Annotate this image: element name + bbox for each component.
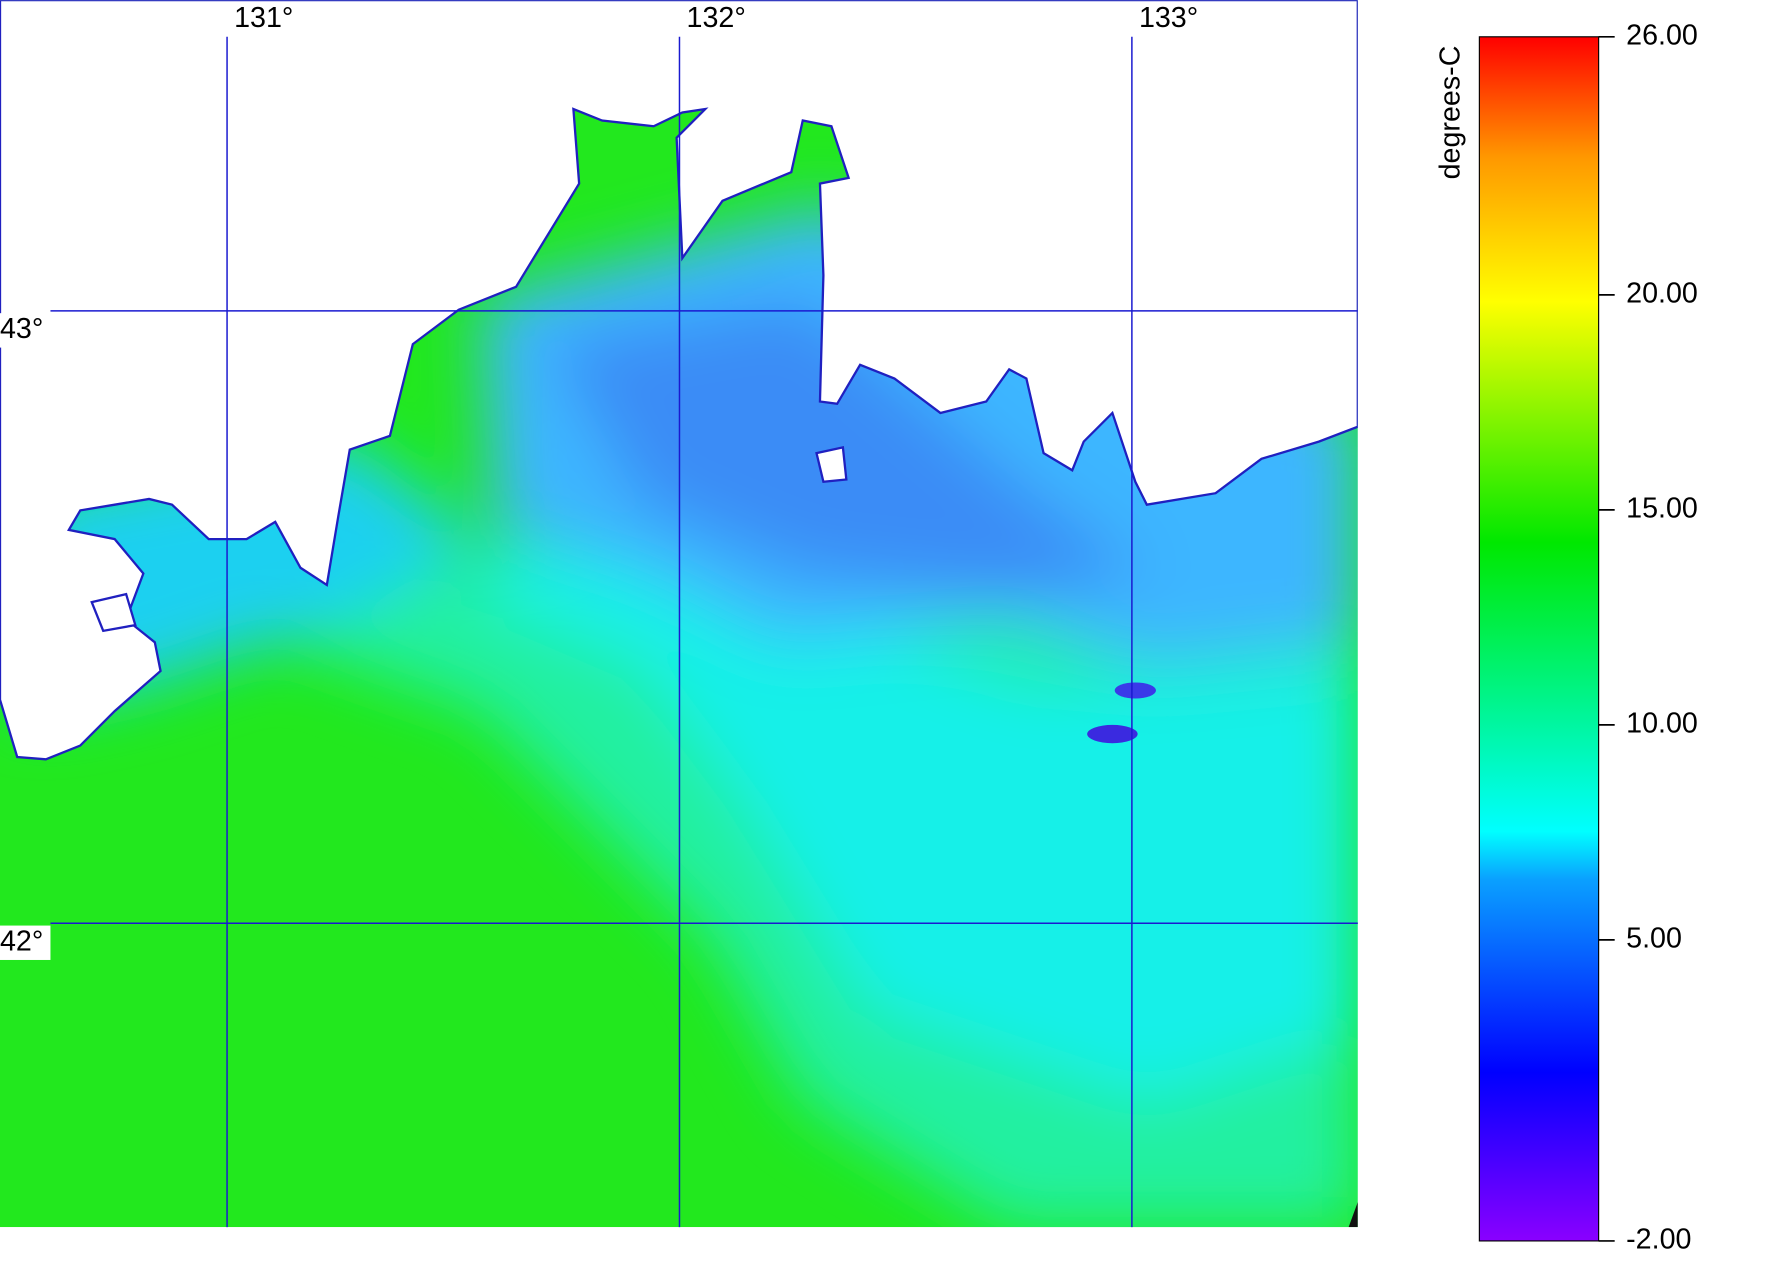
colorbar-tick-label: 26.00 — [1626, 19, 1698, 51]
lon-label: 132° — [687, 2, 746, 34]
colorbar-range — [1478, 36, 1600, 1242]
colorbar-title: degrees-C — [1434, 46, 1466, 180]
sea-temperature-field — [22, 206, 1358, 1228]
lat-label: 43° — [0, 313, 43, 345]
lat-label-bg — [0, 925, 51, 960]
graticule: 131° 132° 133° 43° 42° — [0, 2, 1358, 1228]
island — [90, 592, 137, 633]
colorbar-tick-label: -2.00 — [1626, 1224, 1691, 1256]
cold-spot — [1114, 682, 1156, 699]
no-data — [1348, 1201, 1358, 1228]
lat-label-bg — [0, 313, 51, 348]
lon-label: 133° — [1139, 2, 1198, 34]
island — [815, 445, 848, 483]
colorbar-ticks: 26.00 20.00 15.00 10.00 5.00 -2.00 — [1478, 19, 1698, 1256]
lon-label: 131° — [234, 2, 293, 34]
colorbar-tick-label: 5.00 — [1626, 922, 1682, 954]
colorbar-tick-label: 15.00 — [1626, 492, 1698, 524]
lat-label: 42° — [0, 925, 43, 957]
colorbar-tick-label: 10.00 — [1626, 707, 1698, 739]
land — [0, 0, 1358, 761]
colorbar-tick-label: 20.00 — [1626, 277, 1698, 309]
cold-spot — [1087, 724, 1138, 744]
colorbar — [1479, 36, 1599, 1241]
